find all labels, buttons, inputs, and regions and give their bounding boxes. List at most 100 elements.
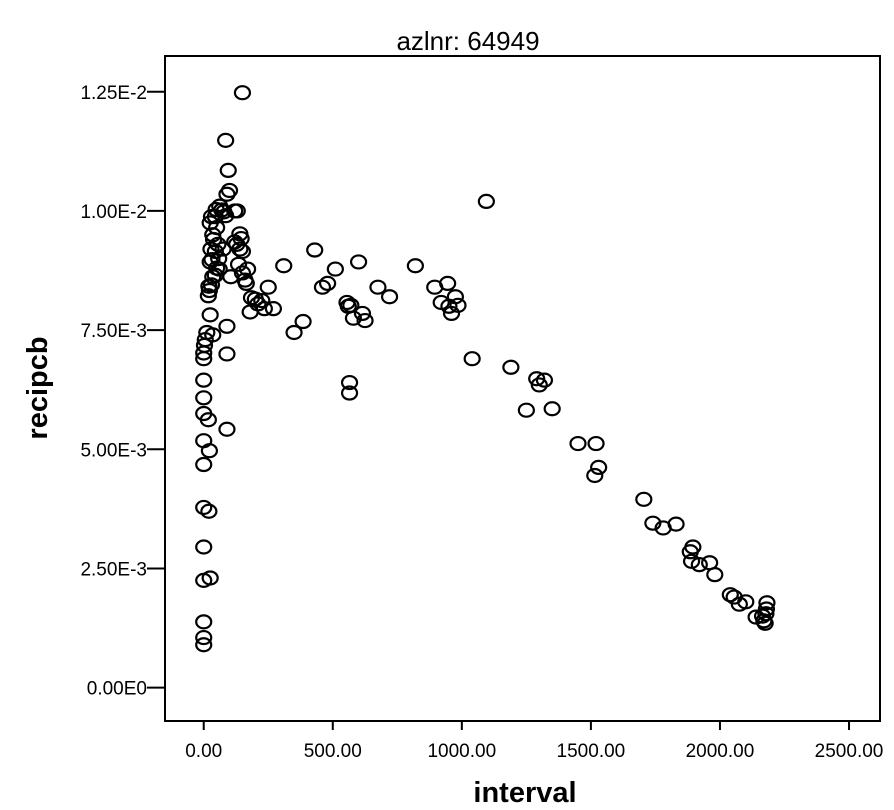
y-axis-label: recipcb [22,336,54,439]
data-point [200,503,218,519]
data-point [344,310,363,326]
data-point [233,85,252,101]
data-point [446,289,464,305]
data-point [209,236,227,252]
data-point [517,402,535,418]
data-point [439,275,457,291]
data-point [690,557,708,573]
data-point [353,305,372,322]
data-point [237,275,255,291]
data-point [369,279,387,295]
data-point [201,570,219,586]
data-point [195,629,213,646]
data-point [721,587,739,603]
data-point [543,401,561,417]
data-point [757,601,776,617]
data-point [253,292,271,309]
data-point [684,539,702,555]
data-point [569,435,587,452]
plot-frame [164,55,881,722]
data-point [228,203,246,219]
data-point [590,459,608,475]
data-point [667,516,685,532]
data-point [294,313,312,330]
data-point [199,288,217,304]
data-point [195,614,213,630]
data-point [306,242,324,258]
x-tick-label: 500.00 [304,741,362,762]
data-point [238,261,257,277]
data-point [356,312,374,329]
data-point [313,279,332,295]
y-tick-label: 0.00E0 [87,679,147,700]
data-point [285,324,303,341]
y-axis: 0.00E0 2.50E-3 5.00E-3 7.50E-3 1.00E-2 1.25E-… [80,83,165,700]
x-tick-label: 1500.00 [557,741,626,762]
data-point [255,301,273,317]
x-axis: 0.00 500.00 1000.00 1500.00 2000.00 2500.00 [185,721,883,762]
data-point [208,220,226,236]
data-point [326,261,344,277]
data-point [340,374,359,391]
data-point [210,261,228,277]
data-point [477,193,495,209]
data-point [201,307,219,323]
data-point [340,385,359,401]
data-point [349,254,368,270]
data-point [219,162,237,179]
data-points [195,85,776,653]
data-point [530,377,548,393]
data-point [195,637,213,653]
data-point [204,327,222,343]
data-point [463,351,481,367]
data-point [586,467,604,484]
x-tick-label: 0.00 [185,741,222,762]
data-point [644,515,662,531]
data-point [587,435,605,452]
data-point [319,275,337,291]
data-point [229,256,248,272]
data-point [195,539,213,555]
data-point [218,318,236,334]
x-tick-label: 1000.00 [427,741,496,762]
data-point [449,297,467,313]
data-point [218,421,236,437]
data-point [275,258,293,274]
y-tick-label: 1.00E-2 [80,202,147,223]
data-point [233,265,252,281]
data-point [210,250,228,267]
x-tick-label: 2000.00 [686,741,755,762]
data-point [502,359,520,375]
data-point [199,412,217,428]
data-point [259,279,277,295]
data-point [241,304,259,320]
data-point [231,241,249,257]
data-point [206,243,224,260]
y-tick-label: 2.50E-3 [80,559,147,580]
data-point [758,595,776,611]
data-point [406,258,424,274]
data-point [195,372,213,388]
data-point [202,277,221,293]
data-point [264,301,283,317]
data-point [757,606,775,622]
y-tick-label: 7.50E-3 [80,321,147,342]
y-tick-label: 5.00E-3 [80,440,147,461]
data-point [195,499,213,516]
data-point [218,346,236,362]
chart-title: azlnr: 64949 [396,26,539,56]
data-point [706,567,724,583]
data-point [200,443,218,459]
data-point [380,289,399,305]
data-point [535,372,554,388]
data-point [217,132,235,148]
data-point [220,182,239,199]
x-tick-label: 2500.00 [815,741,884,762]
y-tick-label: 1.25E-2 [80,83,147,104]
data-point [195,456,213,473]
x-axis-label: interval [473,777,576,809]
data-point [756,615,774,631]
data-point [635,491,653,507]
data-point [737,594,755,610]
